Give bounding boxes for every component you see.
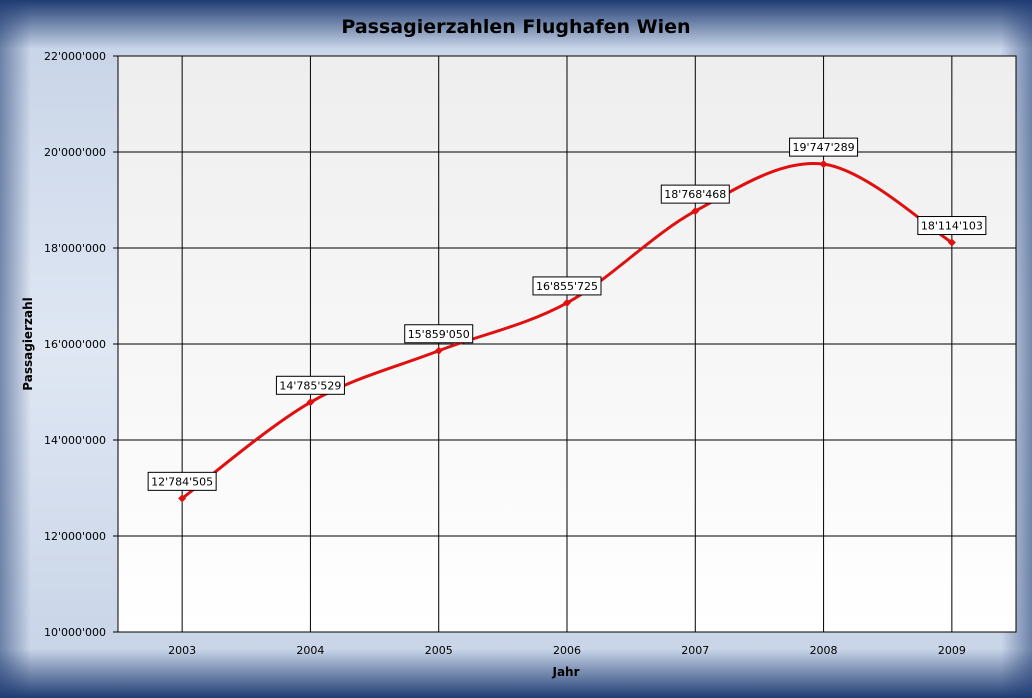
data-point (434, 346, 443, 355)
x-tick-label: 2004 (296, 644, 324, 657)
data-label-text: 18'114'103 (921, 220, 983, 233)
data-label-box (917, 216, 987, 236)
data-point (178, 494, 187, 503)
data-label: 18'114'103 (917, 216, 987, 236)
data-label-text: 15'859'050 (408, 328, 470, 341)
data-label-box (275, 375, 345, 395)
grid (117, 55, 1017, 633)
x-tick-label: 2009 (938, 644, 966, 657)
y-tick-label: 18'000'000 (44, 242, 106, 255)
y-tick-label: 10'000'000 (44, 626, 106, 639)
x-tick-label: 2003 (168, 644, 196, 657)
x-axis-title: Jahr (551, 665, 579, 679)
data-point (306, 398, 315, 407)
data-label-text: 14'785'529 (279, 379, 341, 392)
x-tick-label: 2007 (681, 644, 709, 657)
data-label-text: 16'855'725 (536, 280, 598, 293)
data-label-box (147, 471, 217, 491)
data-label-box (404, 324, 474, 344)
data-label: 16'855'725 (532, 276, 602, 296)
data-label-text: 19'747'289 (793, 141, 855, 154)
y-tick-label: 22'000'000 (44, 50, 106, 63)
data-label-box (789, 137, 859, 157)
x-tick-label: 2005 (425, 644, 453, 657)
data-point (947, 238, 956, 247)
y-axis-title: Passagierzahl (21, 297, 35, 390)
data-point (563, 298, 571, 307)
y-tick-label: 14'000'000 (44, 434, 106, 447)
y-tick-label: 12'000'000 (44, 530, 106, 543)
data-label: 18'768'468 (660, 184, 730, 204)
data-label-text: 12'784'505 (151, 475, 213, 488)
data-label-text: 18'768'468 (664, 188, 726, 201)
x-tick-label: 2008 (810, 644, 838, 657)
chart-title: Passagierzahlen Flughafen Wien (341, 16, 690, 38)
data-label: 15'859'050 (404, 324, 474, 344)
data-label-box (660, 184, 730, 204)
y-tick-label: 20'000'000 (44, 146, 106, 159)
x-axis-ticks: 2003 2004 2005 2006 2007 2008 2009 (168, 644, 966, 657)
y-tick-label: 16'000'000 (44, 338, 106, 351)
data-label: 19'747'289 (789, 137, 859, 157)
y-axis-ticks: 10'000'000 12'000'000 14'000'000 16'000'000… (44, 50, 118, 639)
data-label: 14'785'529 (275, 375, 345, 395)
x-tick-label: 2006 (553, 644, 581, 657)
series (178, 160, 956, 503)
data-point (691, 207, 700, 216)
data-labels: 12'784'505 14'785'529 15'859'050 16'855'725… (147, 137, 987, 491)
data-point (819, 160, 828, 169)
data-label-box (532, 276, 602, 296)
data-label: 12'784'505 (147, 471, 217, 491)
